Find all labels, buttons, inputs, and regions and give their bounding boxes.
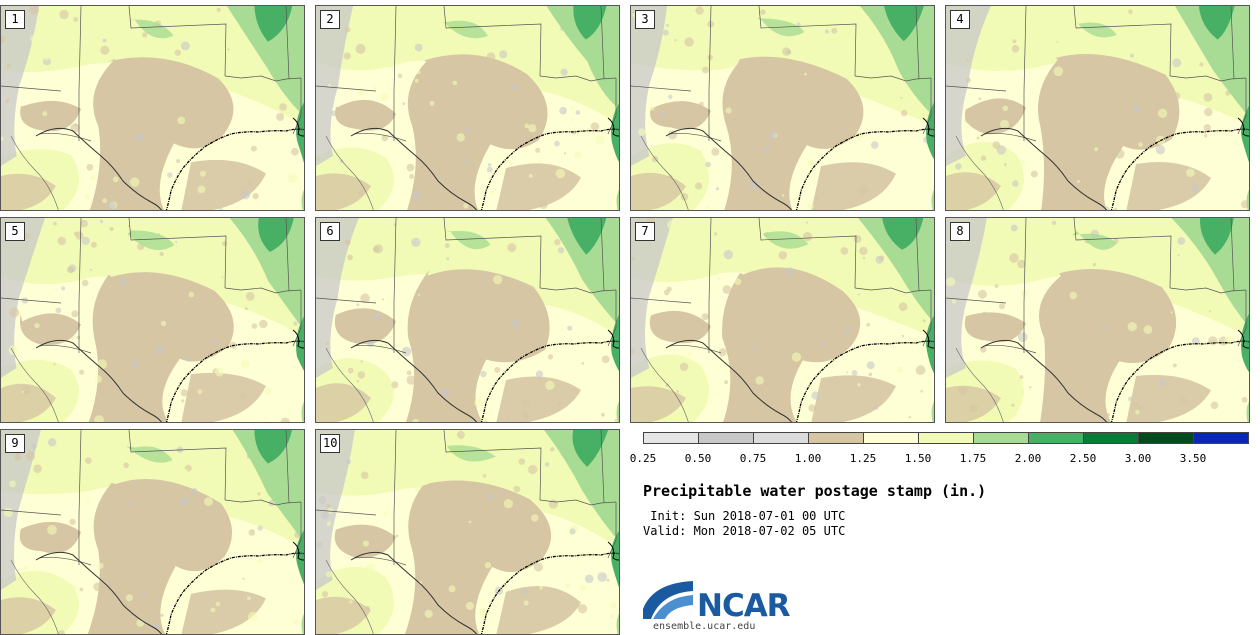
colorbar-tick-label: 1.75 bbox=[959, 452, 987, 465]
member-panel: 6 bbox=[315, 217, 620, 423]
colorbar-segment bbox=[753, 432, 809, 444]
colorbar-segment bbox=[863, 432, 919, 444]
precipitable-water-map bbox=[946, 6, 1249, 210]
member-number-label: 1 bbox=[5, 10, 25, 29]
member-panel: 2 bbox=[315, 5, 620, 211]
colorbar-tick-label: 2.00 bbox=[1014, 452, 1042, 465]
colorbar-segment bbox=[1083, 432, 1139, 444]
member-number-label: 9 bbox=[5, 434, 25, 453]
member-number-label: 2 bbox=[320, 10, 340, 29]
member-panel: 7 bbox=[630, 217, 935, 423]
member-panel: 4 bbox=[945, 5, 1250, 211]
colorbar-tick-label: 3.50 bbox=[1179, 452, 1207, 465]
colorbar-segment bbox=[808, 432, 864, 444]
colorbar-legend: 0.25 0.50 0.75 1.00 1.25 1.50 1.75 2.00 2.50 3.00… bbox=[630, 432, 1249, 465]
member-number-label: 10 bbox=[320, 434, 341, 453]
colorbar-tick-label: 1.50 bbox=[904, 452, 932, 465]
colorbar-tick-label: 1.00 bbox=[794, 452, 822, 465]
precipitable-water-map bbox=[316, 430, 619, 634]
valid-time: Valid: Mon 2018-07-02 05 UTC bbox=[643, 524, 846, 538]
colorbar-tick-label: 2.50 bbox=[1069, 452, 1097, 465]
member-panel: 5 bbox=[0, 217, 305, 423]
colorbar-segment bbox=[698, 432, 754, 444]
precipitable-water-map bbox=[1, 218, 304, 422]
precipitable-water-map bbox=[316, 6, 619, 210]
colorbar-tick-label: 0.75 bbox=[739, 452, 767, 465]
precipitable-water-map bbox=[316, 218, 619, 422]
init-time: Init: Sun 2018-07-01 00 UTC bbox=[643, 509, 846, 523]
precipitable-water-map bbox=[1, 430, 304, 634]
colorbar-tick-label: 3.00 bbox=[1124, 452, 1152, 465]
colorbar-segment bbox=[643, 432, 699, 444]
member-number-label: 7 bbox=[635, 222, 655, 241]
precipitable-water-map bbox=[631, 218, 934, 422]
ncar-logo-text: NCAR bbox=[697, 588, 791, 624]
colorbar-tick-label: 0.50 bbox=[684, 452, 712, 465]
member-panel: 8 bbox=[945, 217, 1250, 423]
figure-title: Precipitable water postage stamp (in.) bbox=[643, 482, 987, 500]
colorbar-segment bbox=[1138, 432, 1194, 444]
precipitable-water-map bbox=[631, 6, 934, 210]
member-number-label: 4 bbox=[950, 10, 970, 29]
precipitable-water-map bbox=[946, 218, 1249, 422]
member-number-label: 3 bbox=[635, 10, 655, 29]
member-number-label: 8 bbox=[950, 222, 970, 241]
ncar-logo-icon bbox=[643, 581, 693, 619]
member-panel: 9 bbox=[0, 429, 305, 635]
colorbar-segment bbox=[1193, 432, 1249, 444]
member-number-label: 6 bbox=[320, 222, 340, 241]
member-panel: 10 bbox=[315, 429, 620, 635]
colorbar-tick-label: 1.25 bbox=[849, 452, 877, 465]
member-panel: 1 bbox=[0, 5, 305, 211]
precipitable-water-map bbox=[1, 6, 304, 210]
colorbar-segment bbox=[973, 432, 1029, 444]
colorbar-segment bbox=[1028, 432, 1084, 444]
colorbar-tick-label: 0.25 bbox=[629, 452, 657, 465]
colorbar-segment bbox=[918, 432, 974, 444]
member-panel: 3 bbox=[630, 5, 935, 211]
member-number-label: 5 bbox=[5, 222, 25, 241]
site-url: ensemble.ucar.edu bbox=[653, 621, 756, 632]
